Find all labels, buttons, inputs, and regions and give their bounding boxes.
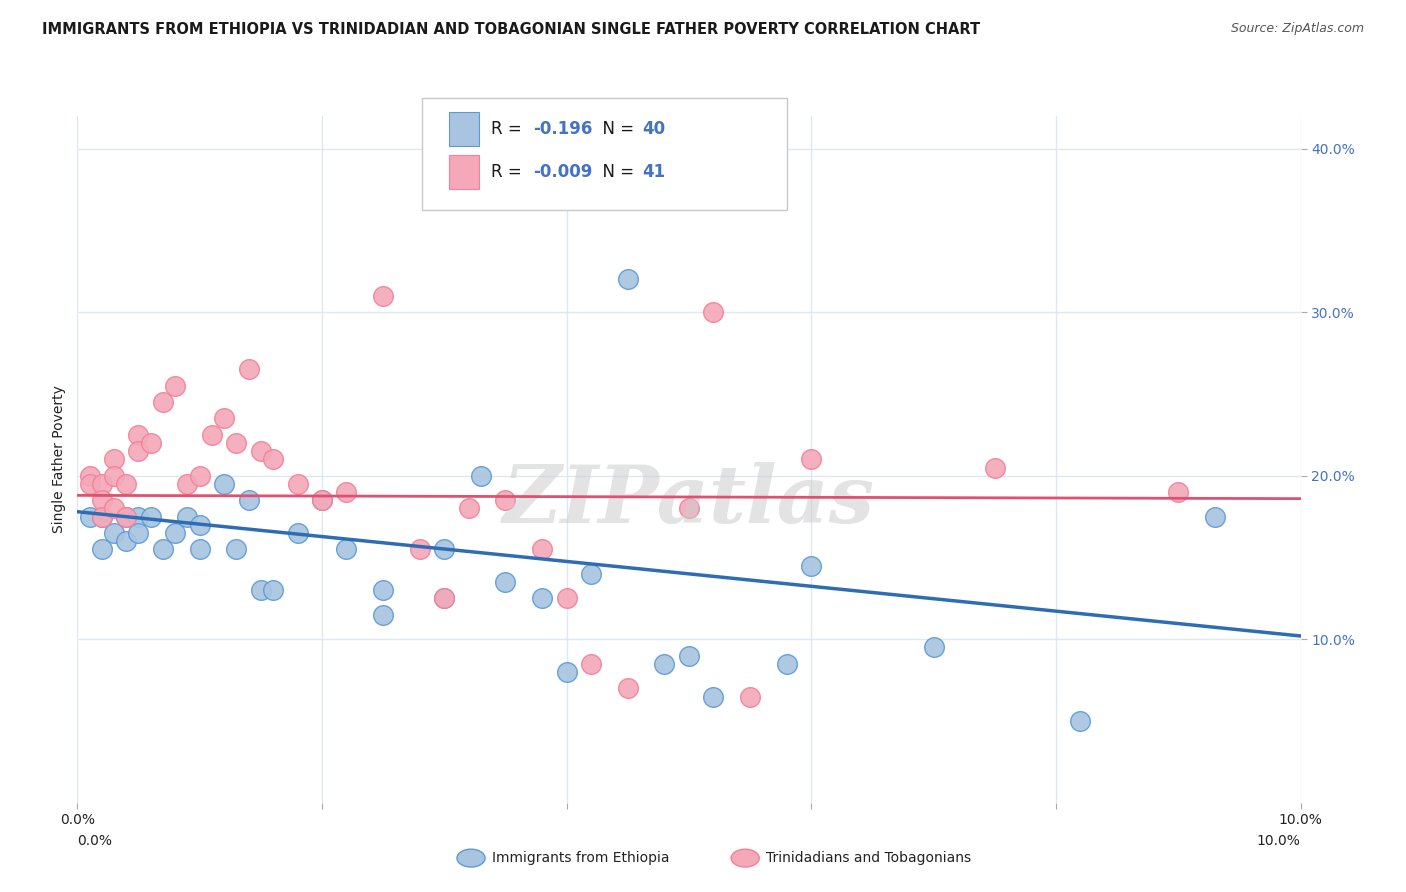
Text: Immigrants from Ethiopia: Immigrants from Ethiopia: [492, 851, 669, 865]
Text: 0.0%: 0.0%: [77, 834, 112, 848]
Point: [79, 477, 101, 491]
Point: [212, 411, 235, 425]
Point: [115, 477, 138, 491]
Text: IMMIGRANTS FROM ETHIOPIA VS TRINIDADIAN AND TOBAGONIAN SINGLE FATHER POVERTY COR: IMMIGRANTS FROM ETHIOPIA VS TRINIDADIAN …: [42, 22, 980, 37]
Text: Trinidadians and Tobagonians: Trinidadians and Tobagonians: [766, 851, 972, 865]
Point: [579, 566, 602, 581]
Point: [335, 542, 357, 557]
Point: [250, 444, 273, 458]
Point: [188, 468, 211, 483]
Point: [128, 428, 150, 442]
Point: [262, 452, 284, 467]
Point: [212, 477, 235, 491]
Point: [800, 558, 823, 573]
Text: N =: N =: [592, 163, 640, 181]
Point: [1069, 714, 1091, 728]
Point: [128, 444, 150, 458]
Y-axis label: Single Father Poverty: Single Father Poverty: [52, 385, 66, 533]
Point: [115, 534, 138, 549]
Point: [555, 665, 578, 679]
Point: [311, 493, 333, 508]
Point: [176, 509, 198, 524]
Point: [152, 395, 174, 409]
Point: [984, 460, 1007, 475]
Point: [103, 526, 125, 541]
Point: [371, 289, 394, 303]
Point: [409, 542, 432, 557]
Point: [579, 657, 602, 671]
Text: 40: 40: [643, 120, 665, 138]
Point: [128, 509, 150, 524]
Point: [152, 542, 174, 557]
Point: [678, 501, 700, 516]
Point: [90, 542, 112, 557]
Point: [433, 591, 456, 606]
Point: [287, 477, 309, 491]
Point: [555, 591, 578, 606]
Point: [335, 485, 357, 500]
Text: R =: R =: [491, 120, 527, 138]
Text: ZIPatlas: ZIPatlas: [503, 462, 875, 540]
Text: -0.196: -0.196: [533, 120, 592, 138]
Point: [433, 542, 456, 557]
Point: [800, 452, 823, 467]
Point: [495, 575, 517, 590]
Point: [115, 509, 138, 524]
Point: [103, 468, 125, 483]
Point: [238, 493, 260, 508]
Point: [1167, 485, 1189, 500]
Point: [262, 583, 284, 598]
Point: [617, 272, 640, 286]
Text: Source: ZipAtlas.com: Source: ZipAtlas.com: [1230, 22, 1364, 36]
Point: [103, 452, 125, 467]
Point: [90, 493, 112, 508]
Point: [225, 436, 247, 450]
Point: [165, 379, 187, 393]
Point: [1204, 509, 1226, 524]
Point: [311, 493, 333, 508]
Point: [470, 468, 492, 483]
Point: [457, 501, 479, 516]
Text: 41: 41: [643, 163, 665, 181]
Point: [139, 436, 162, 450]
Point: [654, 657, 676, 671]
Point: [250, 583, 273, 598]
Point: [495, 493, 517, 508]
Point: [922, 640, 945, 655]
Point: [128, 526, 150, 541]
Point: [79, 468, 101, 483]
Point: [176, 477, 198, 491]
Text: N =: N =: [592, 120, 640, 138]
Point: [188, 517, 211, 532]
Point: [531, 542, 554, 557]
Text: -0.009: -0.009: [533, 163, 592, 181]
Point: [79, 509, 101, 524]
Point: [678, 648, 700, 663]
Point: [371, 583, 394, 598]
Text: R =: R =: [491, 163, 527, 181]
Point: [702, 305, 724, 319]
Point: [201, 428, 224, 442]
Point: [90, 477, 112, 491]
Point: [287, 526, 309, 541]
Point: [238, 362, 260, 376]
Point: [188, 542, 211, 557]
Point: [740, 690, 762, 704]
Text: 10.0%: 10.0%: [1257, 834, 1301, 848]
Point: [90, 509, 112, 524]
Point: [139, 509, 162, 524]
Point: [371, 607, 394, 622]
Point: [165, 526, 187, 541]
Point: [90, 509, 112, 524]
Point: [103, 501, 125, 516]
Point: [433, 591, 456, 606]
Point: [225, 542, 247, 557]
Point: [702, 690, 724, 704]
Point: [115, 509, 138, 524]
Point: [531, 591, 554, 606]
Point: [776, 657, 799, 671]
Point: [617, 681, 640, 696]
